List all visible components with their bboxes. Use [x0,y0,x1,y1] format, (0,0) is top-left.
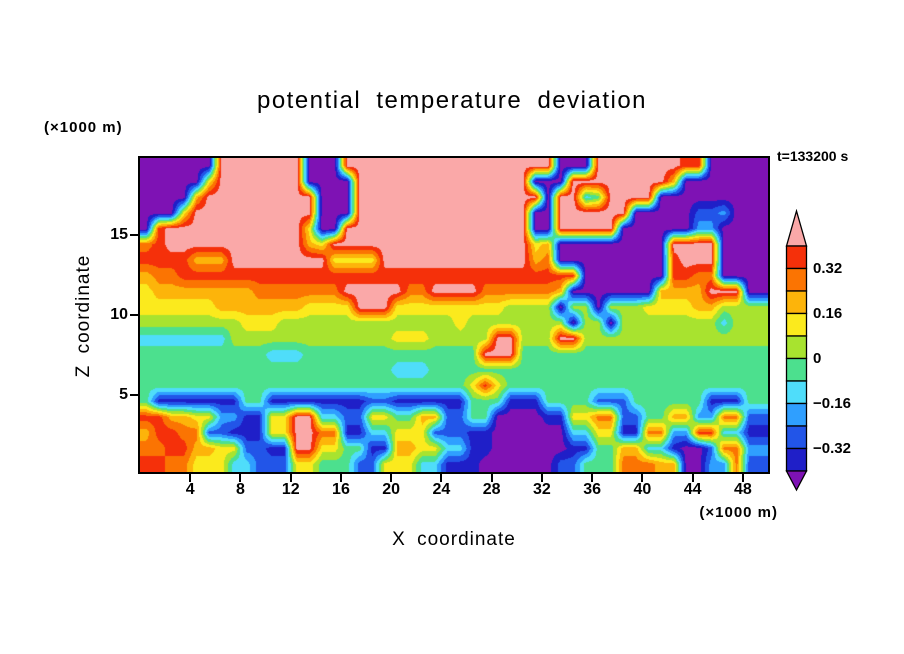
x-tick-label: 24 [432,481,451,498]
colorbar-segment [785,335,808,360]
colorbar-tick-label: 0.32 [813,260,843,277]
colorbar-tick-label: −0.32 [813,440,851,457]
colorbar-segment [785,380,808,405]
heatmap-canvas [140,158,768,472]
colorbar-tick-label: −0.16 [813,395,851,412]
x-tick-mark [440,474,443,482]
z-tick-label: 15 [110,225,128,243]
colorbar-segment [785,245,808,270]
x-tick-label: 12 [281,481,300,498]
x-tick-mark [239,474,242,482]
x-tick-label: 28 [482,481,501,498]
colorbar-segment [785,447,808,472]
z-tick-label: 10 [110,306,128,323]
x-tick-label: 20 [382,481,401,498]
x-tick-mark [490,474,493,482]
x-tick-mark [540,474,543,482]
x-tick-label: 4 [185,481,195,498]
z-tick-label: 5 [119,386,128,404]
colorbar-segment [785,425,808,450]
z-tick-mark [130,394,138,397]
x-tick-mark [591,474,594,482]
chart-title: potential temperature deviation [256,87,648,114]
z-tick-mark [130,233,138,236]
colorbar-segment [785,267,808,292]
colorbar-under-arrow [785,470,808,492]
x-tick-mark [339,474,342,482]
z-tick-mark [130,314,138,316]
colorbar-segment [785,402,808,427]
x-tick-label: 32 [533,481,551,498]
x-tick-mark [289,474,292,482]
x-tick-label: 16 [332,481,350,498]
colorbar-svg [785,208,808,492]
colorbar-segment [785,357,808,382]
colorbar-segment [785,312,808,337]
x-tick-mark [641,474,644,482]
z-axis-units-label: (×1000 m) [44,119,123,136]
x-tick-label: 44 [683,481,702,498]
colorbar-segment [785,290,808,315]
x-tick-label: 40 [633,481,652,498]
colorbar-tick-label: 0 [813,350,822,367]
x-tick-label: 48 [733,481,752,498]
colorbar-tick-label: 0.16 [813,305,843,322]
x-tick-mark [390,474,393,482]
colorbar-over-arrow [785,208,808,247]
colorbar [785,208,808,492]
x-tick-label: 36 [583,481,602,498]
x-axis-label: X coordinate [392,529,516,550]
x-tick-mark [189,474,192,482]
x-tick-mark [741,474,744,482]
time-annotation: t=133200 s [777,148,849,164]
z-axis-label-text: Z coordinate [73,254,94,378]
x-tick-label: 8 [236,481,245,498]
x-axis-units-label: (×1000 m) [699,504,778,521]
x-tick-mark [691,474,694,482]
